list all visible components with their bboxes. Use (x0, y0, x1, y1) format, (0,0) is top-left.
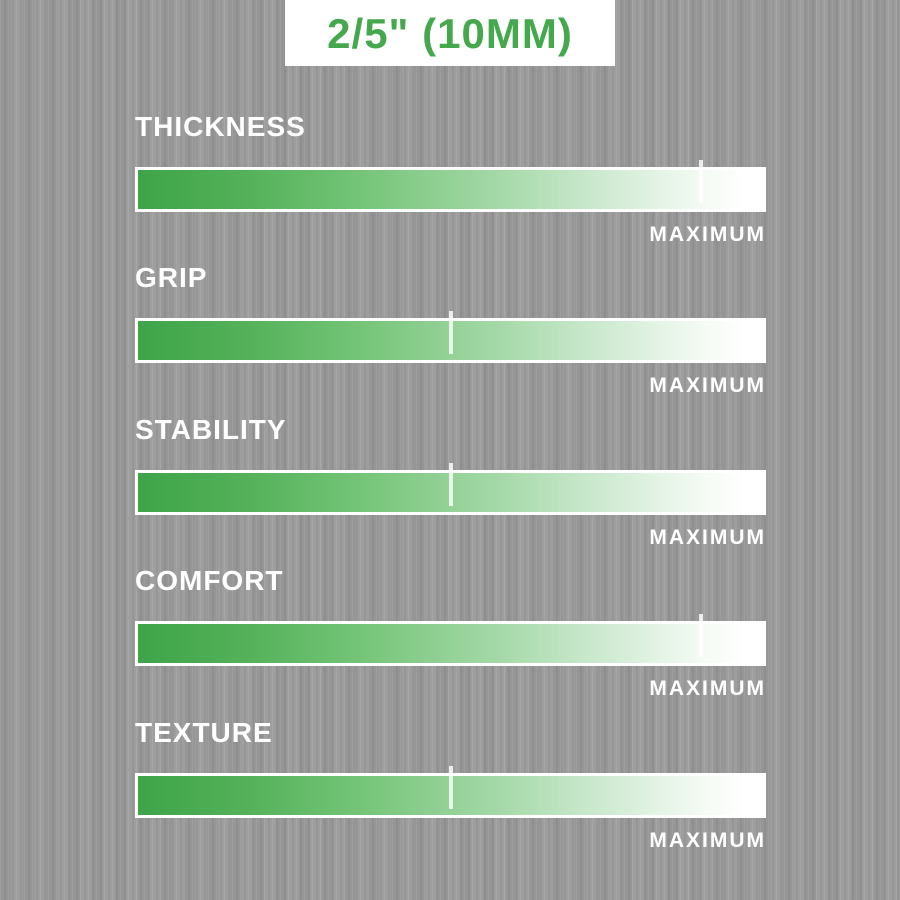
maximum-label: MAXIMUM (649, 677, 766, 700)
section-label-comfort: COMFORT (135, 565, 284, 596)
rating-tick (448, 311, 453, 354)
rating-bar-stability (135, 463, 766, 515)
rating-tick (448, 766, 453, 809)
size-badge-label: 2/5" (10MM) (327, 10, 573, 57)
rating-bar-comfort (135, 614, 766, 666)
section-label-texture: TEXTURE (135, 717, 273, 748)
size-badge: 2/5" (10MM) (285, 0, 615, 66)
maximum-label: MAXIMUM (649, 374, 766, 397)
rating-bar-texture (135, 766, 766, 818)
rating-tick (448, 463, 453, 506)
maximum-label: MAXIMUM (649, 526, 766, 549)
section-label-thickness: THICKNESS (135, 111, 306, 142)
maximum-label: MAXIMUM (649, 829, 766, 852)
rating-bar-grip (135, 311, 766, 363)
rating-section-texture: TEXTURE MAXIMUM (135, 719, 766, 859)
rating-section-thickness: THICKNESS MAXIMUM (135, 113, 766, 253)
rating-section-stability: STABILITY MAXIMUM (135, 416, 766, 556)
rating-tick (698, 614, 703, 657)
rating-section-comfort: COMFORT MAXIMUM (135, 567, 766, 707)
rating-bar-thickness (135, 160, 766, 212)
section-label-grip: GRIP (135, 262, 208, 293)
maximum-label: MAXIMUM (649, 223, 766, 246)
section-label-stability: STABILITY (135, 414, 287, 445)
rating-tick (698, 160, 703, 203)
rating-section-grip: GRIP MAXIMUM (135, 264, 766, 404)
